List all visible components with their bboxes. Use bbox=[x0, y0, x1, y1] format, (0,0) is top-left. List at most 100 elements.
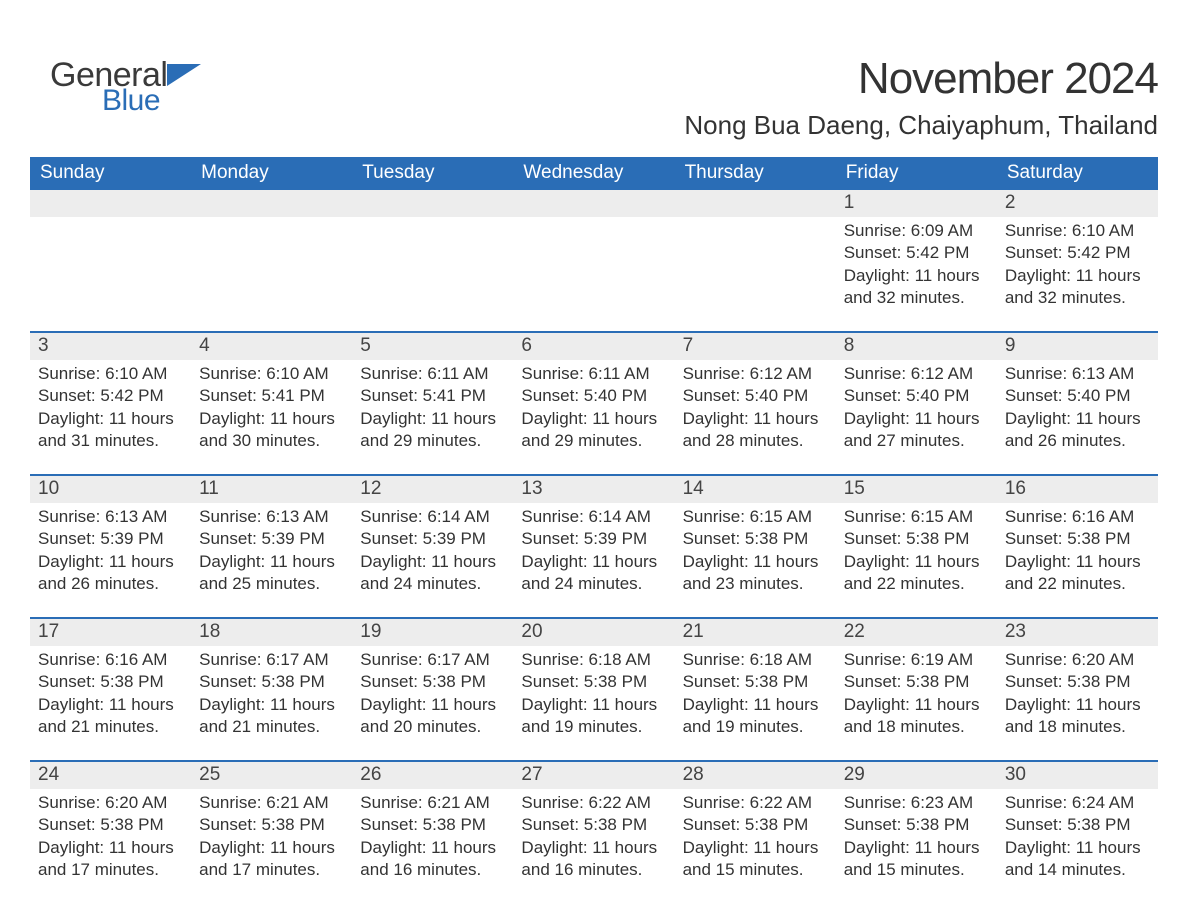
day-number bbox=[191, 190, 352, 217]
day-body: Sunrise: 6:13 AMSunset: 5:39 PMDaylight:… bbox=[191, 503, 352, 602]
day-number: 20 bbox=[513, 619, 674, 646]
weekday-header: Sunday bbox=[30, 157, 191, 190]
sunset-line: Sunset: 5:40 PM bbox=[1005, 385, 1150, 407]
sunset-line: Sunset: 5:40 PM bbox=[844, 385, 989, 407]
sunset-line: Sunset: 5:38 PM bbox=[360, 814, 505, 836]
day-body: Sunrise: 6:12 AMSunset: 5:40 PMDaylight:… bbox=[836, 360, 997, 459]
calendar-cell: 4Sunrise: 6:10 AMSunset: 5:41 PMDaylight… bbox=[191, 333, 352, 475]
daylight-line: Daylight: 11 hours and 22 minutes. bbox=[844, 551, 989, 596]
sunset-line: Sunset: 5:38 PM bbox=[844, 814, 989, 836]
sunrise-line: Sunrise: 6:09 AM bbox=[844, 220, 989, 242]
sunset-line: Sunset: 5:38 PM bbox=[844, 528, 989, 550]
day-number: 25 bbox=[191, 762, 352, 789]
calendar-cell: 23Sunrise: 6:20 AMSunset: 5:38 PMDayligh… bbox=[997, 619, 1158, 761]
sunrise-line: Sunrise: 6:11 AM bbox=[360, 363, 505, 385]
day-number: 26 bbox=[352, 762, 513, 789]
sunset-line: Sunset: 5:38 PM bbox=[683, 528, 828, 550]
calendar-cell: 20Sunrise: 6:18 AMSunset: 5:38 PMDayligh… bbox=[513, 619, 674, 761]
day-body: Sunrise: 6:15 AMSunset: 5:38 PMDaylight:… bbox=[836, 503, 997, 602]
logo-word-blue: Blue bbox=[102, 86, 167, 116]
calendar-cell: 6Sunrise: 6:11 AMSunset: 5:40 PMDaylight… bbox=[513, 333, 674, 475]
calendar-cell: 25Sunrise: 6:21 AMSunset: 5:38 PMDayligh… bbox=[191, 762, 352, 904]
sunrise-line: Sunrise: 6:20 AM bbox=[38, 792, 183, 814]
sunrise-line: Sunrise: 6:17 AM bbox=[199, 649, 344, 671]
day-body: Sunrise: 6:22 AMSunset: 5:38 PMDaylight:… bbox=[513, 789, 674, 888]
sunrise-line: Sunrise: 6:22 AM bbox=[683, 792, 828, 814]
daylight-line: Daylight: 11 hours and 29 minutes. bbox=[521, 408, 666, 453]
daylight-line: Daylight: 11 hours and 24 minutes. bbox=[521, 551, 666, 596]
weekday-header: Monday bbox=[191, 157, 352, 190]
day-body: Sunrise: 6:22 AMSunset: 5:38 PMDaylight:… bbox=[675, 789, 836, 888]
daylight-line: Daylight: 11 hours and 19 minutes. bbox=[521, 694, 666, 739]
day-number: 2 bbox=[997, 190, 1158, 217]
calendar-cell: 10Sunrise: 6:13 AMSunset: 5:39 PMDayligh… bbox=[30, 476, 191, 618]
day-body: Sunrise: 6:10 AMSunset: 5:41 PMDaylight:… bbox=[191, 360, 352, 459]
day-number: 4 bbox=[191, 333, 352, 360]
weekday-header: Friday bbox=[836, 157, 997, 190]
sunrise-line: Sunrise: 6:22 AM bbox=[521, 792, 666, 814]
day-body: Sunrise: 6:13 AMSunset: 5:39 PMDaylight:… bbox=[30, 503, 191, 602]
day-number: 15 bbox=[836, 476, 997, 503]
day-number: 11 bbox=[191, 476, 352, 503]
day-number: 14 bbox=[675, 476, 836, 503]
day-number bbox=[513, 190, 674, 217]
day-body: Sunrise: 6:18 AMSunset: 5:38 PMDaylight:… bbox=[513, 646, 674, 745]
sunrise-line: Sunrise: 6:10 AM bbox=[1005, 220, 1150, 242]
day-number: 12 bbox=[352, 476, 513, 503]
sunrise-line: Sunrise: 6:16 AM bbox=[1005, 506, 1150, 528]
calendar-cell: 18Sunrise: 6:17 AMSunset: 5:38 PMDayligh… bbox=[191, 619, 352, 761]
sunset-line: Sunset: 5:38 PM bbox=[1005, 528, 1150, 550]
sunset-line: Sunset: 5:39 PM bbox=[360, 528, 505, 550]
calendar-week-row: 24Sunrise: 6:20 AMSunset: 5:38 PMDayligh… bbox=[30, 762, 1158, 904]
weekday-header: Saturday bbox=[997, 157, 1158, 190]
sunrise-line: Sunrise: 6:18 AM bbox=[683, 649, 828, 671]
sunrise-line: Sunrise: 6:15 AM bbox=[683, 506, 828, 528]
calendar-cell: 24Sunrise: 6:20 AMSunset: 5:38 PMDayligh… bbox=[30, 762, 191, 904]
calendar-cell: 2Sunrise: 6:10 AMSunset: 5:42 PMDaylight… bbox=[997, 190, 1158, 332]
day-number: 5 bbox=[352, 333, 513, 360]
calendar-cell: 15Sunrise: 6:15 AMSunset: 5:38 PMDayligh… bbox=[836, 476, 997, 618]
day-body: Sunrise: 6:24 AMSunset: 5:38 PMDaylight:… bbox=[997, 789, 1158, 888]
day-number bbox=[352, 190, 513, 217]
daylight-line: Daylight: 11 hours and 18 minutes. bbox=[844, 694, 989, 739]
calendar-cell bbox=[30, 190, 191, 332]
day-number: 6 bbox=[513, 333, 674, 360]
day-number: 28 bbox=[675, 762, 836, 789]
calendar-week-row: 3Sunrise: 6:10 AMSunset: 5:42 PMDaylight… bbox=[30, 333, 1158, 475]
day-body: Sunrise: 6:10 AMSunset: 5:42 PMDaylight:… bbox=[997, 217, 1158, 316]
calendar-cell bbox=[675, 190, 836, 332]
day-body: Sunrise: 6:10 AMSunset: 5:42 PMDaylight:… bbox=[30, 360, 191, 459]
day-body: Sunrise: 6:21 AMSunset: 5:38 PMDaylight:… bbox=[191, 789, 352, 888]
sunset-line: Sunset: 5:38 PM bbox=[521, 671, 666, 693]
logo-text: General Blue bbox=[50, 58, 167, 116]
calendar-cell: 5Sunrise: 6:11 AMSunset: 5:41 PMDaylight… bbox=[352, 333, 513, 475]
day-number: 22 bbox=[836, 619, 997, 646]
day-body: Sunrise: 6:14 AMSunset: 5:39 PMDaylight:… bbox=[513, 503, 674, 602]
sunrise-line: Sunrise: 6:12 AM bbox=[683, 363, 828, 385]
day-number: 16 bbox=[997, 476, 1158, 503]
daylight-line: Daylight: 11 hours and 20 minutes. bbox=[360, 694, 505, 739]
calendar-week-row: 10Sunrise: 6:13 AMSunset: 5:39 PMDayligh… bbox=[30, 476, 1158, 618]
sunset-line: Sunset: 5:38 PM bbox=[38, 814, 183, 836]
calendar-cell: 19Sunrise: 6:17 AMSunset: 5:38 PMDayligh… bbox=[352, 619, 513, 761]
sunset-line: Sunset: 5:38 PM bbox=[521, 814, 666, 836]
sunset-line: Sunset: 5:39 PM bbox=[38, 528, 183, 550]
day-body: Sunrise: 6:12 AMSunset: 5:40 PMDaylight:… bbox=[675, 360, 836, 459]
calendar-cell: 29Sunrise: 6:23 AMSunset: 5:38 PMDayligh… bbox=[836, 762, 997, 904]
calendar-table: SundayMondayTuesdayWednesdayThursdayFrid… bbox=[30, 157, 1158, 904]
sunset-line: Sunset: 5:38 PM bbox=[38, 671, 183, 693]
day-body: Sunrise: 6:20 AMSunset: 5:38 PMDaylight:… bbox=[997, 646, 1158, 745]
day-number: 21 bbox=[675, 619, 836, 646]
day-body: Sunrise: 6:20 AMSunset: 5:38 PMDaylight:… bbox=[30, 789, 191, 888]
sunset-line: Sunset: 5:39 PM bbox=[521, 528, 666, 550]
daylight-line: Daylight: 11 hours and 18 minutes. bbox=[1005, 694, 1150, 739]
sunrise-line: Sunrise: 6:21 AM bbox=[360, 792, 505, 814]
logo-flag-icon bbox=[167, 64, 201, 88]
calendar-week-row: 17Sunrise: 6:16 AMSunset: 5:38 PMDayligh… bbox=[30, 619, 1158, 761]
day-body: Sunrise: 6:16 AMSunset: 5:38 PMDaylight:… bbox=[30, 646, 191, 745]
daylight-line: Daylight: 11 hours and 32 minutes. bbox=[1005, 265, 1150, 310]
calendar-cell: 26Sunrise: 6:21 AMSunset: 5:38 PMDayligh… bbox=[352, 762, 513, 904]
daylight-line: Daylight: 11 hours and 30 minutes. bbox=[199, 408, 344, 453]
calendar-cell: 16Sunrise: 6:16 AMSunset: 5:38 PMDayligh… bbox=[997, 476, 1158, 618]
daylight-line: Daylight: 11 hours and 26 minutes. bbox=[1005, 408, 1150, 453]
